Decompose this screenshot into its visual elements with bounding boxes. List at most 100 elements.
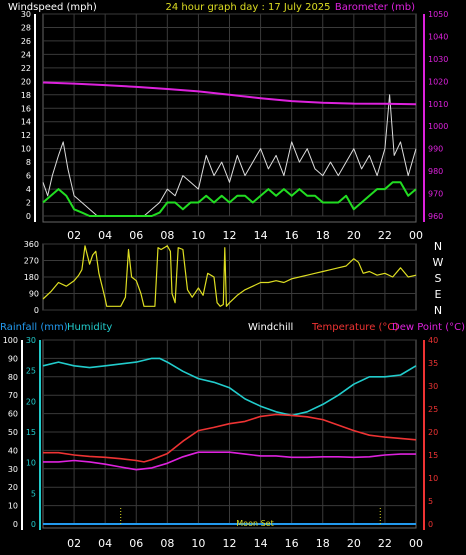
compass-letter: N: [434, 304, 442, 317]
hour-tick-label: 08: [160, 537, 174, 550]
baro-tick-label: 970: [428, 190, 443, 199]
compass-letter: E: [435, 288, 442, 301]
wind-tick-label: 28: [21, 23, 31, 32]
compass-letter: S: [435, 272, 442, 285]
rain-tick-label: 15: [26, 428, 36, 437]
humidity-tick-label: 0: [13, 520, 18, 529]
hour-tick-label: 02: [67, 537, 81, 550]
rain-tick-label: 25: [26, 367, 36, 376]
direction-tick-label: 360: [24, 240, 39, 249]
humidity-tick-label: 50: [8, 428, 18, 437]
wind-tick-label: 22: [21, 64, 31, 73]
humidity-tick-label: 90: [8, 354, 18, 363]
hour-tick-label: 02: [67, 229, 81, 242]
humidity-tick-label: 10: [8, 502, 18, 511]
wind-tick-label: 4: [26, 185, 31, 194]
hour-tick-label: 20: [347, 537, 361, 550]
baro-tick-label: 1030: [428, 55, 448, 64]
hour-tick-label: 06: [129, 537, 143, 550]
chart-title: 24 hour graph day : 17 July 2025: [165, 2, 330, 13]
hour-tick-label: 12: [223, 537, 237, 550]
direction-tick-label: 180: [24, 273, 39, 282]
temperature-tick-label: 5: [428, 497, 433, 506]
humidity-tick-label: 30: [8, 465, 18, 474]
hour-tick-label: 22: [378, 229, 392, 242]
hour-tick-label: 14: [254, 229, 268, 242]
humidity-line: [42, 357, 417, 417]
rainfall-axis-title: Rainfall (mm): [0, 322, 68, 333]
wind-tick-label: 14: [21, 118, 31, 127]
direction-tick-label: 90: [29, 290, 39, 299]
wind-tick-label: 12: [21, 131, 31, 140]
gridlines: [21, 13, 425, 530]
gust-line: [42, 94, 417, 217]
temperature-tick-label: 10: [428, 474, 438, 483]
hour-tick-label: 16: [285, 537, 299, 550]
wind-tick-label: 6: [26, 172, 31, 181]
barometer-axis-title: Barometer (mb): [335, 2, 415, 13]
data-series: [42, 81, 417, 525]
direction-tick-label: 0: [34, 306, 39, 315]
hour-tick-label: 06: [129, 229, 143, 242]
temperature-tick-label: 25: [428, 405, 438, 414]
humidity-tick-label: 80: [8, 373, 18, 382]
humidity-tick-label: 60: [8, 410, 18, 419]
windspeed-axis-title: Windspeed (mph): [8, 2, 97, 13]
hour-tick-label: 00: [409, 537, 423, 550]
baro-tick-label: 1040: [428, 32, 448, 41]
humidity-tick-label: 100: [3, 336, 18, 345]
baro-tick-label: 960: [428, 212, 443, 221]
rain-tick-label: 30: [26, 336, 36, 345]
baro-tick-label: 990: [428, 145, 443, 154]
rain-tick-label: 20: [26, 397, 36, 406]
wind-tick-label: 26: [21, 37, 31, 46]
temperature-legend: Temperature (°C): [311, 322, 398, 333]
compass-letter: W: [433, 256, 444, 269]
baro-tick-label: 1020: [428, 77, 448, 86]
humidity-tick-label: 70: [8, 391, 18, 400]
hour-tick-label: 20: [347, 229, 361, 242]
hour-tick-label: 10: [191, 229, 205, 242]
dewpoint-legend: Dew Point (°C): [392, 322, 465, 333]
hour-tick-label: 10: [191, 537, 205, 550]
humidity-tick-label: 20: [8, 483, 18, 492]
wind-tick-label: 24: [21, 50, 31, 59]
rain-tick-label: 10: [26, 459, 36, 468]
baro-tick-label: 1050: [428, 10, 448, 19]
humidity-axis-title: Humidity: [67, 322, 112, 333]
wind-line: [42, 181, 417, 217]
temperature-line: [43, 413, 417, 463]
baro-tick-label: 1010: [428, 100, 448, 109]
hour-tick-label: 18: [316, 229, 330, 242]
temperature-tick-label: 35: [428, 359, 438, 368]
hour-tick-label: 22: [378, 537, 392, 550]
direction-tick-label: 270: [24, 257, 39, 266]
baro-tick-label: 980: [428, 167, 443, 176]
rain-tick-label: 5: [31, 489, 36, 498]
wind-tick-label: 16: [21, 104, 31, 113]
wind-tick-label: 10: [21, 145, 31, 154]
temperature-tick-label: 20: [428, 428, 438, 437]
dewpoint-line: [43, 451, 416, 471]
temperature-tick-label: 0: [428, 520, 433, 529]
temperature-tick-label: 15: [428, 451, 438, 460]
barometer-line: [42, 81, 417, 106]
wind-tick-label: 2: [26, 199, 31, 208]
wind-tick-label: 0: [26, 212, 31, 221]
tick-labels: 0246810121416182022242628309609709809901…: [3, 10, 449, 550]
moon-set-label: Moon Set: [236, 519, 273, 528]
hour-tick-label: 04: [98, 229, 112, 242]
wind-tick-label: 20: [21, 77, 31, 86]
hour-tick-label: 14: [254, 537, 268, 550]
hour-tick-label: 08: [160, 229, 174, 242]
hour-tick-label: 00: [409, 229, 423, 242]
temperature-tick-label: 40: [428, 336, 438, 345]
wind-tick-label: 18: [21, 91, 31, 100]
hour-tick-label: 04: [98, 537, 112, 550]
hour-tick-label: 16: [285, 229, 299, 242]
wind-tick-label: 30: [21, 10, 31, 19]
direction-line: [42, 245, 417, 307]
compass-letter: N: [434, 240, 442, 253]
